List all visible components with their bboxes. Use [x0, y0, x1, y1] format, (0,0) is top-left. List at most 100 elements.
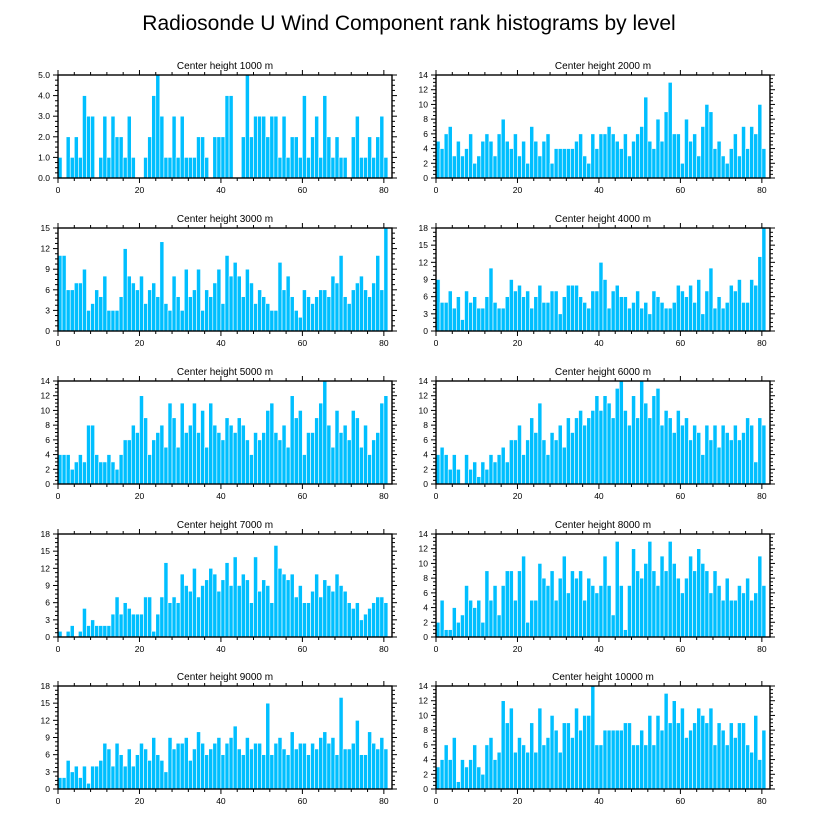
- bar: [443, 133, 449, 179]
- bar: [757, 417, 763, 485]
- y-tick-label: 3: [423, 309, 428, 319]
- bar: [488, 267, 494, 332]
- bar: [383, 748, 389, 790]
- bar: [688, 284, 693, 332]
- bar: [484, 744, 490, 790]
- bar: [545, 302, 551, 332]
- bar: [737, 439, 742, 485]
- bar: [359, 157, 364, 179]
- bar: [293, 136, 299, 179]
- bar: [118, 613, 124, 638]
- bar: [379, 289, 385, 332]
- bar: [240, 296, 246, 332]
- bar: [517, 570, 522, 638]
- bar: [737, 279, 742, 332]
- bar: [359, 619, 364, 638]
- bar: [557, 424, 563, 485]
- bar: [627, 585, 632, 638]
- bar: [537, 402, 543, 485]
- x-tick-label: 40: [594, 185, 604, 195]
- bar: [724, 162, 730, 179]
- bar: [594, 290, 600, 332]
- bar: [249, 454, 254, 485]
- bar: [139, 275, 144, 332]
- panel-title: Center height 9000 m: [177, 672, 273, 683]
- bar: [179, 310, 185, 332]
- bar: [671, 432, 677, 485]
- x-tick-label: 20: [135, 185, 145, 195]
- y-tick-label: 3.0: [38, 111, 50, 121]
- bar: [712, 570, 718, 638]
- bar: [643, 302, 649, 332]
- y-tick-label: 12: [41, 244, 51, 254]
- bar: [277, 737, 283, 790]
- bar: [90, 619, 95, 638]
- y-tick-label: 4: [423, 450, 428, 460]
- bar: [447, 290, 453, 332]
- bar: [761, 424, 767, 485]
- y-tick-label: 12: [41, 391, 51, 401]
- bar: [700, 715, 706, 790]
- y-tick-label: 3: [45, 767, 50, 777]
- bar: [488, 454, 494, 485]
- x-tick-label: 80: [379, 185, 389, 195]
- bar: [447, 629, 453, 638]
- bar: [496, 751, 502, 790]
- bar: [749, 751, 755, 790]
- bar: [647, 715, 653, 790]
- bar: [200, 136, 205, 179]
- bar: [500, 700, 506, 790]
- bar: [188, 590, 193, 638]
- x-tick-label: 0: [56, 644, 61, 654]
- x-tick-label: 40: [594, 491, 604, 501]
- bar: [574, 284, 579, 332]
- x-tick-label: 0: [434, 338, 439, 348]
- bar: [570, 148, 575, 179]
- bar: [741, 126, 746, 179]
- bar: [204, 446, 210, 485]
- x-tick-label: 60: [298, 185, 308, 195]
- bar: [716, 585, 722, 638]
- bar: [521, 140, 526, 179]
- bar: [289, 395, 295, 485]
- bar: [443, 744, 449, 790]
- bar: [257, 742, 262, 790]
- y-tick-label: 8: [423, 573, 428, 583]
- y-tick-label: 10: [419, 405, 429, 415]
- bar: [647, 313, 653, 332]
- bar: [228, 585, 234, 638]
- bar: [179, 402, 185, 485]
- bar: [200, 310, 205, 332]
- bar: [525, 751, 530, 790]
- bar: [330, 737, 336, 790]
- bar: [306, 157, 311, 179]
- bar: [179, 573, 185, 638]
- bar: [204, 289, 210, 332]
- bar: [314, 748, 319, 790]
- bar: [537, 155, 543, 179]
- bar: [310, 742, 315, 790]
- bar: [171, 596, 177, 638]
- y-tick-label: 0: [45, 479, 50, 489]
- bar: [310, 432, 315, 485]
- bar: [135, 432, 140, 485]
- bar: [525, 162, 530, 179]
- bar: [314, 573, 319, 638]
- bar: [188, 424, 193, 485]
- y-tick-label: 14: [419, 376, 429, 386]
- bar: [484, 133, 490, 179]
- bar: [639, 577, 645, 638]
- y-tick-label: 10: [419, 99, 429, 109]
- bar: [102, 115, 108, 179]
- bar: [346, 439, 352, 485]
- bar: [557, 577, 563, 638]
- y-tick-label: 0: [423, 173, 428, 183]
- bar: [680, 592, 685, 638]
- bar: [509, 570, 514, 638]
- bar: [302, 742, 307, 790]
- bar: [647, 541, 653, 638]
- bar: [245, 439, 250, 485]
- bar: [314, 115, 319, 179]
- y-tick-label: 1.0: [38, 152, 50, 162]
- bar: [537, 563, 543, 638]
